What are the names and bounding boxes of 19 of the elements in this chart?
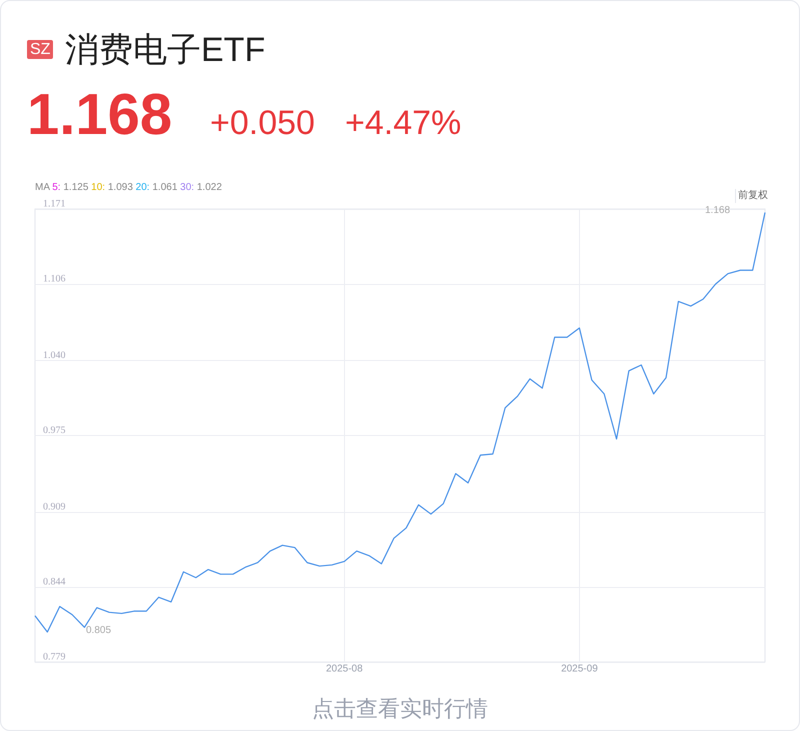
y-tick-label: 0.779 xyxy=(43,652,66,662)
x-tick-label: 2025-08 xyxy=(326,664,364,674)
text: +0.050 xyxy=(210,103,315,144)
text: 点击查看实时行情 xyxy=(311,695,489,723)
annotation: 1.168 xyxy=(705,205,730,217)
text: 1.168 xyxy=(27,82,172,148)
x-tick-label: 2025-09 xyxy=(561,664,598,674)
chart-title: 消费电子ETF xyxy=(65,30,266,71)
annotation: 0.805 xyxy=(86,625,112,637)
text: 前复权 xyxy=(735,189,768,203)
text: SZ xyxy=(27,40,54,59)
y-tick-label: 0.909 xyxy=(43,501,66,512)
y-tick-label: 1.171 xyxy=(43,198,66,210)
text: +4.47% xyxy=(345,103,462,144)
y-tick-label: 1.040 xyxy=(43,350,66,361)
y-tick-label: 0.844 xyxy=(43,576,66,588)
y-tick-label: 0.975 xyxy=(43,425,66,436)
text: MA 5: 1.125 10: 1.093 20: 1.061 30: 1.022 xyxy=(35,182,222,193)
y-tick-label: 1.106 xyxy=(43,274,66,285)
